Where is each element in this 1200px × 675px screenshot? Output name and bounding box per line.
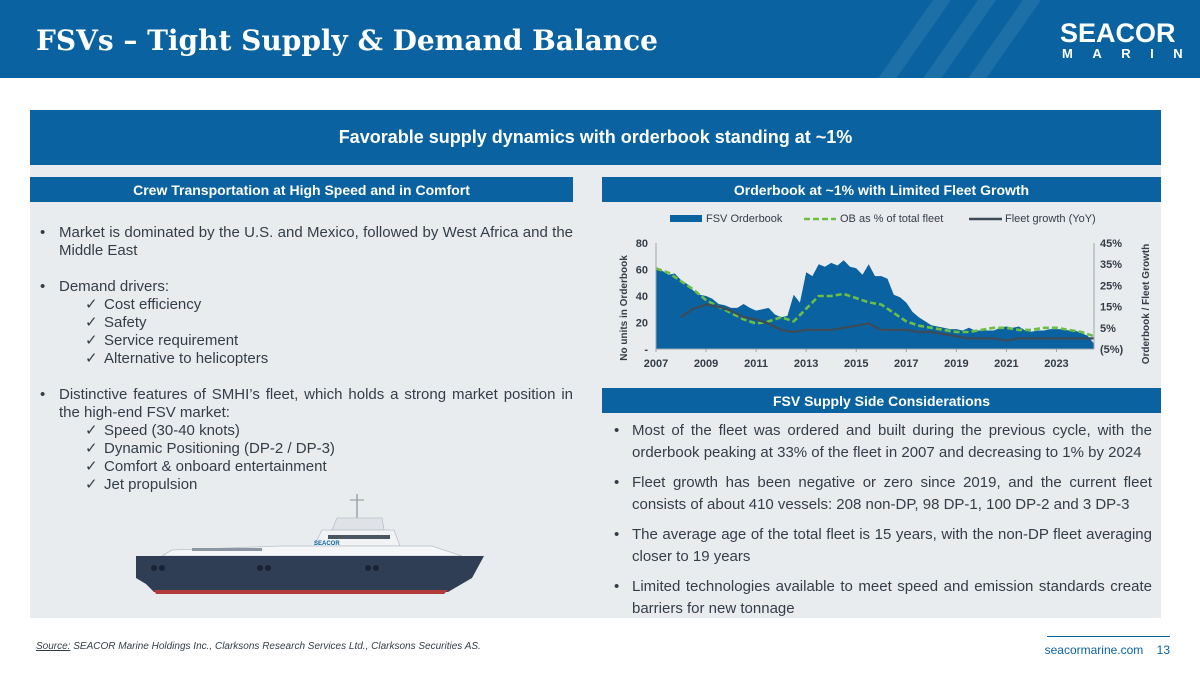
check-item: ✓ Comfort & onboard entertainment [40,458,573,476]
check-item: ✓ Service requirement [40,332,573,350]
y-right-tick-label: (5%) [1100,344,1124,356]
chart-axes: 2007 2009 2011 2013 2015 2017 2019 2021 2023 - 20 4… [619,238,1152,370]
left-section-heading: Crew Transportation at High Speed and in… [30,177,573,202]
y-right-axis-title: Orderbook / Fleet Growth [1141,244,1152,365]
logo-subwordmark: MARINE [1062,46,1200,61]
source-note: Source: SEACOR Marine Holdings Inc., Cla… [36,641,481,652]
supply-bullet: Limited technologies available to meet s… [614,576,1152,620]
left-bullet: Demand drivers: [40,278,573,296]
legend-label-fleet-growth: Fleet growth (YoY) [1005,213,1096,225]
footer-rule [1047,636,1170,637]
x-tick-label: 2007 [644,358,668,370]
source-label: Source: [36,641,71,652]
check-icon: ✓ [85,332,98,349]
supply-section-heading: FSV Supply Side Considerations [602,388,1161,413]
y-right-tick-label: 25% [1100,280,1122,292]
left-bullet: Market is dominated by the U.S. and Mexi… [40,224,573,260]
left-bullet-list: Market is dominated by the U.S. and Mexi… [40,224,573,494]
check-icon: ✓ [85,350,98,367]
supply-bullet-list: Most of the fleet was ordered and built … [614,420,1152,628]
x-tick-label: 2021 [994,358,1018,370]
y-left-tick-label: 60 [636,265,648,277]
series-line-fleet-growth [680,303,1094,342]
orderbook-chart: FSV Orderbook OB as % of total fleet Fle… [619,213,1152,370]
check-item: ✓ Dynamic Positioning (DP-2 / DP-3) [40,440,573,458]
y-right-tick-label: 5% [1100,323,1116,335]
header-bar: FSVs – Tight Supply & Demand Balance SEA… [0,0,1200,78]
y-right-tick-label: 35% [1100,259,1122,271]
footer-url[interactable]: seacormarine.com [1044,643,1144,657]
check-item-label: Service requirement [104,332,239,349]
legend-swatch-orderbook [670,215,702,222]
y-left-tick-label: 20 [636,318,648,330]
check-item-label: Alternative to helicopters [104,350,269,367]
ship-logo-text: SEACOR [314,541,340,547]
check-icon: ✓ [85,314,98,331]
x-tick-label: 2015 [844,358,868,370]
check-item: ✓ Cost efficiency [40,296,573,314]
legend-label-orderbook: FSV Orderbook [706,213,783,225]
y-right-tick-label: 45% [1100,238,1122,250]
page-number: 13 [1156,643,1170,657]
x-tick-label: 2013 [794,358,818,370]
check-icon: ✓ [85,422,98,439]
check-icon: ✓ [85,296,98,313]
seacor-marine-logo: SEACOR MARINE [1060,18,1200,62]
y-right-tick-label: 15% [1100,302,1122,314]
x-tick-label: 2009 [694,358,718,370]
check-item: ✓ Alternative to helicopters [40,350,573,368]
check-item: ✓ Jet propulsion [40,476,573,494]
y-left-tick-label: 40 [636,291,648,303]
ship-hull [136,556,484,592]
ship-illustration: SEACOR [136,494,484,594]
check-item-label: Comfort & onboard entertainment [104,458,327,475]
legend-label-ob-pct: OB as % of total fleet [840,213,943,225]
chart-plot-area [655,260,1095,349]
check-icon: ✓ [85,458,98,475]
supply-bullet: Fleet growth has been negative or zero s… [614,472,1152,516]
series-line-ob-pct [655,267,1095,338]
check-icon: ✓ [85,440,98,457]
chart-section-heading: Orderbook at ~1% with Limited Fleet Grow… [602,177,1161,202]
check-item: ✓ Safety [40,314,573,332]
check-item-label: Safety [104,314,147,331]
left-bullet: Distinctive features of SMHI’s fleet, wh… [40,386,573,422]
check-icon: ✓ [85,476,98,493]
x-tick-label: 2023 [1044,358,1068,370]
logo-wordmark: SEACOR [1060,18,1176,48]
y-left-axis-title: No units in Orderbook [619,255,630,361]
ship-portholes [151,565,379,571]
check-item-label: Dynamic Positioning (DP-2 / DP-3) [104,440,335,457]
x-tick-label: 2017 [894,358,918,370]
supply-bullet: Most of the fleet was ordered and built … [614,420,1152,464]
ship-superstructure [160,494,463,557]
x-tick-label: 2011 [744,358,768,370]
y-left-tick-label: - [644,344,648,356]
x-tick-label: 2019 [944,358,968,370]
footer: seacormarine.com 13 [1045,643,1170,657]
check-item-label: Jet propulsion [104,476,198,493]
check-item-label: Speed (30-40 knots) [104,422,240,439]
headline-banner: Favorable supply dynamics with orderbook… [30,110,1161,165]
page-title: FSVs – Tight Supply & Demand Balance [36,24,658,57]
check-item: ✓ Speed (30-40 knots) [40,422,573,440]
ship-waterline [154,590,448,594]
supply-bullet: The average age of the total fleet is 15… [614,524,1152,568]
y-left-tick-label: 80 [636,238,648,250]
check-item-label: Cost efficiency [104,296,202,313]
source-text: SEACOR Marine Holdings Inc., Clarksons R… [70,641,481,652]
chart-legend: FSV Orderbook OB as % of total fleet Fle… [670,213,1096,225]
